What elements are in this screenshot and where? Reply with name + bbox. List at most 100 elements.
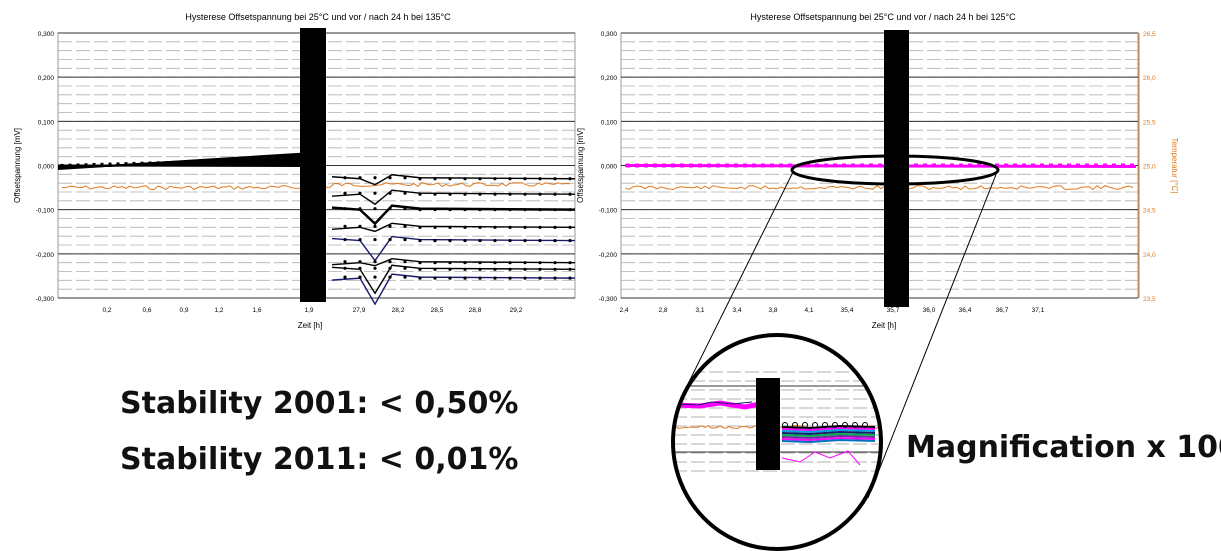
x-tick-label: 3,8 xyxy=(768,307,777,314)
series-marker xyxy=(403,176,407,180)
series-marker xyxy=(568,208,572,212)
x-tick-label: 35,4 xyxy=(841,307,854,314)
series-after xyxy=(331,189,576,206)
series-marker xyxy=(842,422,848,428)
series-marker xyxy=(862,422,868,428)
y2-tick-label: 26,5 xyxy=(1143,31,1156,38)
series-marker xyxy=(1004,163,1008,168)
series-marker xyxy=(923,163,927,168)
x-tick-label: 0,6 xyxy=(142,307,151,314)
connector-line xyxy=(867,171,998,499)
x-tick-label: 36,4 xyxy=(959,307,972,314)
series-marker xyxy=(493,177,497,181)
x-axis-label: Zeit [h] xyxy=(872,321,896,330)
series-marker xyxy=(824,163,828,168)
series-marker xyxy=(752,163,756,168)
series-marker xyxy=(92,163,96,167)
series-marker xyxy=(1013,163,1017,168)
series-marker xyxy=(914,163,918,168)
series-bundle xyxy=(781,426,876,432)
series-marker xyxy=(788,163,792,168)
series-marker xyxy=(276,158,280,162)
series-marker xyxy=(869,163,873,168)
series-marker xyxy=(538,177,542,181)
series-marker xyxy=(343,224,347,228)
series-marker xyxy=(1058,163,1062,168)
series-marker xyxy=(1076,163,1080,168)
series-bundle xyxy=(781,438,876,444)
y2-tick-label: 25,0 xyxy=(1143,164,1156,171)
series-marker xyxy=(995,163,999,168)
series-marker xyxy=(538,192,542,196)
series-marker xyxy=(806,163,810,168)
series-marker xyxy=(508,261,512,265)
series-marker xyxy=(448,192,452,196)
x-tick-label: 1,6 xyxy=(252,307,261,314)
series-marker xyxy=(815,163,819,168)
series-marker xyxy=(172,160,176,164)
y2-tick-label: 24,0 xyxy=(1143,252,1156,259)
series-marker xyxy=(734,163,738,168)
series-marker xyxy=(403,266,407,270)
series-marker xyxy=(493,208,497,212)
series-marker xyxy=(343,207,347,211)
series-marker xyxy=(553,177,557,181)
series-marker xyxy=(689,163,693,168)
series-marker xyxy=(1067,163,1071,168)
series-marker xyxy=(802,422,808,428)
series-marker xyxy=(212,159,216,163)
x-tick-label: 36,0 xyxy=(923,307,936,314)
x-tick-label: 3,1 xyxy=(695,307,704,314)
series-marker xyxy=(568,267,572,271)
series-marker xyxy=(358,237,362,242)
series-marker xyxy=(196,160,200,164)
series-after xyxy=(331,273,576,306)
x-tick-label: 37,1 xyxy=(1032,307,1045,314)
series-bundle xyxy=(781,434,876,440)
series-marker xyxy=(388,207,392,211)
series-marker xyxy=(959,163,963,168)
series-marker xyxy=(851,163,855,168)
y2-tick-label: 26,0 xyxy=(1143,75,1156,82)
series-marker xyxy=(124,162,128,166)
series-marker xyxy=(204,159,208,163)
x-tick-label: 29,2 xyxy=(510,307,523,314)
series-noisy xyxy=(781,450,861,466)
series-marker xyxy=(508,225,512,229)
y2-axis-label: Temperatur [°C] xyxy=(1170,137,1179,193)
chart-right: Hysterese Offsetspannung bei 25°C und vo… xyxy=(576,12,1179,330)
series-marker xyxy=(941,163,945,168)
series-marker xyxy=(116,162,120,166)
series-marker xyxy=(448,225,452,229)
series-bundle xyxy=(781,436,876,442)
series-marker xyxy=(60,163,64,167)
series-marker xyxy=(388,266,392,270)
y-tick-label: 0,300 xyxy=(601,31,618,38)
series-marker xyxy=(523,267,527,271)
series-after xyxy=(331,235,576,262)
series-marker xyxy=(932,163,936,168)
series-marker xyxy=(508,208,512,212)
series-marker xyxy=(448,261,452,265)
series-marker xyxy=(1031,163,1035,168)
series-marker xyxy=(493,261,497,265)
series-marker xyxy=(373,191,377,195)
series-marker xyxy=(568,225,572,229)
series-marker xyxy=(523,192,527,196)
series-marker xyxy=(538,208,542,212)
series-marker xyxy=(84,163,88,167)
series-marker xyxy=(822,422,828,428)
temperature-line xyxy=(624,185,1134,191)
series-marker xyxy=(358,224,362,228)
series-marker xyxy=(284,157,288,161)
x-tick-label: 0,9 xyxy=(179,307,188,314)
series-marker xyxy=(1130,163,1134,168)
y-tick-label: -0,300 xyxy=(599,296,618,303)
x-tick-label: 2,8 xyxy=(658,307,667,314)
series-marker xyxy=(680,163,684,168)
series-marker xyxy=(716,163,720,168)
series-marker xyxy=(707,163,711,168)
y-tick-label: -0,200 xyxy=(36,252,55,259)
series-marker xyxy=(553,225,557,229)
